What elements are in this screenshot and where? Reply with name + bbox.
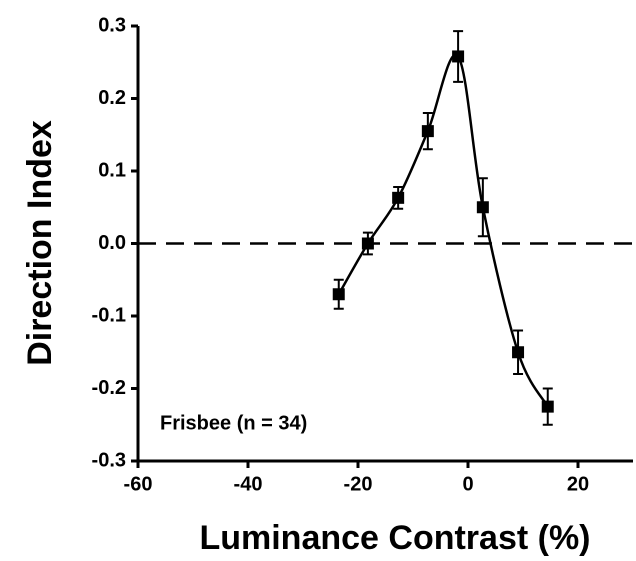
x-axis-title: Luminance Contrast (%) <box>199 519 590 557</box>
point <box>541 400 554 413</box>
y-tick-label: -0.2 <box>92 377 126 399</box>
y-tick-label: 0.2 <box>98 87 126 109</box>
x-tick-label: -20 <box>344 473 373 495</box>
point <box>361 237 374 250</box>
y-tick-label: -0.1 <box>92 304 126 326</box>
y-tick-label: 0.0 <box>98 232 126 254</box>
x-tick-label: 0 <box>462 473 473 495</box>
y-tick-label: -0.3 <box>92 449 126 471</box>
x-tick-label: -40 <box>234 473 263 495</box>
x-tick-label: -60 <box>124 473 153 495</box>
x-tick-label: 20 <box>567 473 589 495</box>
point <box>476 201 489 214</box>
point <box>512 346 525 359</box>
y-tick-label: 0.3 <box>98 14 126 36</box>
point <box>392 191 405 204</box>
point <box>452 50 465 63</box>
annotation: Frisbee (n = 34) <box>160 412 307 434</box>
y-tick-label: 0.1 <box>98 159 126 181</box>
y-axis-title: Direction Index <box>21 120 59 366</box>
point <box>421 125 434 138</box>
point <box>332 288 345 301</box>
